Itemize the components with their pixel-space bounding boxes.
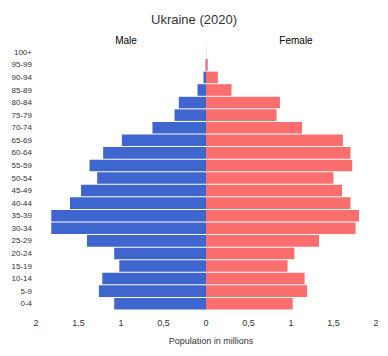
svg-text:95-99: 95-99 [12, 60, 33, 69]
svg-text:70-74: 70-74 [12, 123, 33, 132]
svg-text:1,5: 1,5 [72, 318, 85, 328]
svg-text:50-54: 50-54 [12, 174, 33, 183]
svg-text:45-49: 45-49 [12, 186, 33, 195]
svg-text:1: 1 [118, 318, 123, 328]
svg-text:2: 2 [33, 318, 38, 328]
svg-text:0,5: 0,5 [242, 318, 255, 328]
svg-text:1,5: 1,5 [327, 318, 340, 328]
svg-text:2: 2 [373, 318, 378, 328]
svg-text:Population in millions: Population in millions [169, 336, 254, 346]
svg-text:85-89: 85-89 [12, 86, 33, 95]
svg-text:25-29: 25-29 [12, 236, 33, 245]
svg-text:15-19: 15-19 [12, 262, 33, 271]
svg-text:0,5: 0,5 [157, 318, 170, 328]
svg-text:80-84: 80-84 [12, 98, 33, 107]
svg-text:10-14: 10-14 [12, 274, 33, 283]
svg-text:1: 1 [288, 318, 293, 328]
svg-text:35-39: 35-39 [12, 211, 33, 220]
svg-text:20-24: 20-24 [12, 249, 33, 258]
svg-text:40-44: 40-44 [12, 199, 33, 208]
svg-text:30-34: 30-34 [12, 224, 33, 233]
svg-text:60-64: 60-64 [12, 148, 33, 157]
svg-text:Ukraine (2020): Ukraine (2020) [151, 12, 237, 27]
svg-text:100+: 100+ [14, 48, 32, 57]
svg-text:5-9: 5-9 [20, 287, 32, 296]
svg-text:Female: Female [279, 35, 313, 46]
svg-text:90-94: 90-94 [12, 73, 33, 82]
svg-text:55-59: 55-59 [12, 161, 33, 170]
svg-text:75-79: 75-79 [12, 111, 33, 120]
svg-text:65-69: 65-69 [12, 136, 33, 145]
svg-text:0: 0 [203, 318, 208, 328]
svg-text:Male: Male [115, 35, 137, 46]
svg-text:0-4: 0-4 [20, 299, 32, 308]
